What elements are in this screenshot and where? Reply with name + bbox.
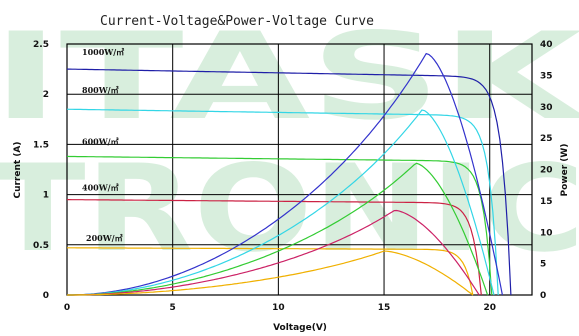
x-tick-label: 15 xyxy=(378,303,391,313)
plot-area xyxy=(66,43,533,296)
y-axis-label: Current (A) xyxy=(13,141,23,198)
y2-tick-label: 0 xyxy=(540,291,546,301)
x-tick-label: 10 xyxy=(272,303,285,313)
bottom-axis-ticks: 0 5 10 15 20 xyxy=(64,303,496,313)
iv-curve-0 xyxy=(67,68,512,296)
series-lines xyxy=(66,52,512,296)
y2-axis-label: Power (W) xyxy=(560,144,570,197)
watermark-line-1: ITASK xyxy=(0,8,579,147)
y-tick-label: 0 xyxy=(43,291,49,301)
pv-curve-5 xyxy=(67,52,503,296)
watermark-line-2: TRONIC xyxy=(0,140,579,279)
x-axis-label: Voltage(V) xyxy=(273,323,327,333)
pv-curve-9 xyxy=(67,250,474,296)
y-tick-label: 1.5 xyxy=(33,140,49,150)
irradiance-label: 800W/㎡ xyxy=(82,85,119,95)
iv-curve-1 xyxy=(66,108,499,296)
iv-curve-4 xyxy=(67,247,474,296)
y2-tick-label: 25 xyxy=(540,134,553,144)
y-tick-label: 2.5 xyxy=(33,40,49,50)
y-tick-label: 0.5 xyxy=(33,241,49,251)
pv-curve-8 xyxy=(67,209,480,296)
irradiance-labels: 1000W/㎡ 800W/㎡ 600W/㎡ 400W/㎡ 200W/㎡ xyxy=(82,47,124,243)
iv-curve-3 xyxy=(67,199,482,296)
pv-curve-7 xyxy=(67,162,489,296)
x-tick-label: 5 xyxy=(170,303,176,313)
y-tick-label: 1 xyxy=(43,191,49,201)
irradiance-label: 400W/㎡ xyxy=(82,183,119,193)
irradiance-label: 600W/㎡ xyxy=(82,136,119,146)
x-tick-label: 0 xyxy=(64,303,70,313)
watermark: ITASK TRONIC xyxy=(0,8,579,279)
y2-tick-label: 15 xyxy=(540,197,553,207)
right-axis-ticks: 0 5 10 15 20 25 30 35 40 xyxy=(540,40,553,301)
y2-tick-label: 30 xyxy=(540,103,553,113)
chart-title: Current-Voltage&Power-Voltage Curve xyxy=(100,14,374,29)
pv-curve-6 xyxy=(67,109,495,296)
grid-lines xyxy=(67,44,532,295)
irradiance-label: 1000W/㎡ xyxy=(82,47,124,57)
y2-tick-label: 35 xyxy=(540,71,553,81)
y2-tick-label: 5 xyxy=(540,260,546,270)
y2-tick-label: 40 xyxy=(540,40,553,50)
irradiance-label: 200W/㎡ xyxy=(86,233,123,243)
y2-tick-label: 20 xyxy=(540,166,553,176)
left-axis-ticks: 0 0.5 1 1.5 2 2.5 xyxy=(33,40,49,301)
iv-curve-2 xyxy=(66,155,493,296)
y-tick-label: 2 xyxy=(43,90,49,100)
x-tick-label: 20 xyxy=(483,303,496,313)
y2-tick-label: 10 xyxy=(540,228,553,238)
